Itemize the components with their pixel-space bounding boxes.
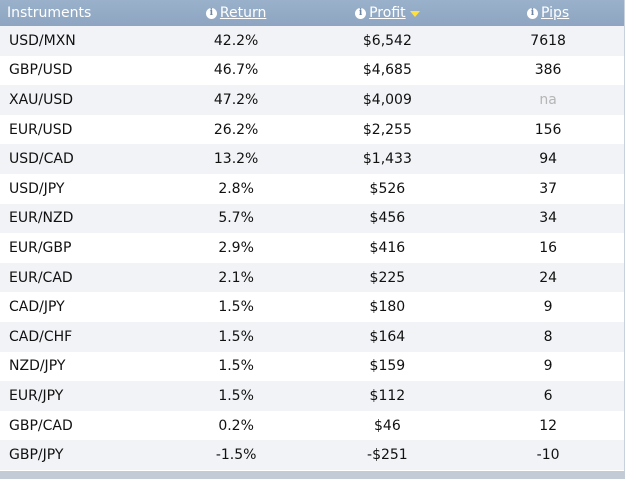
table-row: EUR/NZD 5.7% $456 34 (0, 203, 624, 234)
profit-cell: $6,542 (362, 32, 412, 49)
return-cell: 26.2% (213, 121, 259, 138)
table-row: NZD/JPY 1.5% $159 9 (0, 351, 624, 382)
return-cell: 13.2% (213, 151, 259, 168)
table-row: CAD/JPY 1.5% $180 9 (0, 292, 624, 322)
instrument-cell: EUR/JPY (9, 387, 64, 404)
sort-by-profit-link[interactable]: Profit (369, 5, 406, 21)
pips-cell: 156 (534, 121, 562, 138)
table-row: EUR/GBP 2.9% $416 16 (0, 233, 624, 263)
pips-cell: -10 (536, 447, 560, 464)
instrument-cell: XAU/USD (9, 91, 74, 108)
header-profit[interactable]: i Profit (303, 0, 473, 26)
profit-cell: $225 (369, 269, 406, 286)
pips-cell: 9 (543, 358, 553, 375)
pips-cell: 37 (539, 180, 558, 197)
profit-cell: $164 (369, 328, 406, 345)
instrument-cell: GBP/USD (9, 62, 73, 79)
profit-cell: $159 (369, 358, 406, 375)
header-instruments: Instruments (0, 0, 170, 26)
profit-cell: -$251 (367, 447, 408, 464)
return-cell: 1.5% (218, 387, 254, 404)
table-body: USD/MXN 42.2% $6,542 7618 GBP/USD 46.7% $4,685… (0, 26, 624, 470)
instrument-cell: GBP/CAD (9, 417, 73, 434)
table-row: USD/CAD 13.2% $1,433 94 (0, 144, 624, 174)
info-icon[interactable]: i (205, 7, 217, 19)
instrument-cell: EUR/GBP (9, 239, 72, 256)
table-row: EUR/USD 26.2% $2,255 156 (0, 114, 624, 145)
profit-cell: $112 (369, 387, 406, 404)
pips-cell: 16 (539, 239, 558, 256)
table-row: GBP/USD 46.7% $4,685 386 (0, 55, 624, 86)
pips-cell: 94 (539, 151, 558, 168)
pips-cell: 24 (539, 269, 558, 286)
return-cell: 46.7% (213, 62, 259, 79)
table-row: USD/MXN 42.2% $6,542 7618 (0, 26, 624, 56)
return-cell: 1.5% (218, 328, 254, 345)
sort-descending-icon (409, 11, 420, 17)
horizontal-scrollbar[interactable] (0, 471, 625, 479)
pips-cell: 386 (534, 62, 562, 79)
profit-cell: $4,009 (362, 91, 412, 108)
profit-cell: $46 (374, 417, 401, 434)
header-return[interactable]: i Return (170, 0, 303, 26)
table-row: XAU/USD 47.2% $4,009 na (0, 85, 624, 115)
table-row: GBP/CAD 0.2% $46 12 (0, 410, 624, 441)
return-cell: 0.2% (218, 417, 254, 434)
instrument-cell: CAD/CHF (9, 328, 73, 345)
profit-cell: $526 (369, 180, 406, 197)
pips-cell: 7618 (530, 32, 566, 49)
instrument-cell: EUR/USD (9, 121, 73, 138)
return-cell: 1.5% (218, 299, 254, 316)
profit-cell: $2,255 (362, 121, 412, 138)
header-pips[interactable]: i Pips (472, 0, 624, 26)
sort-by-return-link[interactable]: Return (219, 5, 267, 21)
profit-cell: $456 (369, 210, 406, 227)
table-row: EUR/CAD 2.1% $225 24 (0, 262, 624, 293)
profit-cell: $180 (369, 299, 406, 316)
instrument-cell: USD/CAD (9, 151, 74, 168)
pips-cell: 34 (539, 210, 558, 227)
return-cell: 47.2% (213, 91, 259, 108)
header-instruments-label: Instruments (7, 5, 92, 21)
return-cell: 5.7% (218, 210, 254, 227)
pips-cell: 12 (539, 417, 558, 434)
sort-by-pips-link[interactable]: Pips (541, 5, 570, 21)
table-header: Instruments i Return i Profit i Pips (0, 0, 624, 26)
instrument-cell: EUR/NZD (9, 210, 74, 227)
pips-cell: 8 (543, 328, 553, 345)
pips-cell: 9 (543, 299, 553, 316)
profit-cell: $4,685 (362, 62, 412, 79)
return-cell: -1.5% (215, 447, 257, 464)
return-cell: 2.1% (218, 269, 254, 286)
table-row: CAD/CHF 1.5% $164 8 (0, 321, 624, 352)
instrument-cell: NZD/JPY (9, 358, 66, 375)
instrument-cell: CAD/JPY (9, 299, 65, 316)
return-cell: 2.9% (218, 239, 254, 256)
return-cell: 2.8% (218, 180, 254, 197)
pips-cell: 6 (543, 387, 553, 404)
table-row: USD/JPY 2.8% $526 37 (0, 173, 624, 204)
pips-cell: na (539, 91, 557, 108)
profit-cell: $416 (369, 239, 406, 256)
instrument-cell: USD/MXN (9, 32, 76, 49)
instrument-cell: USD/JPY (9, 180, 65, 197)
info-icon[interactable]: i (527, 7, 538, 19)
info-icon[interactable]: i (355, 7, 367, 19)
instrument-cell: GBP/JPY (9, 447, 64, 464)
return-cell: 1.5% (218, 358, 254, 375)
table-row: GBP/JPY -1.5% -$251 -10 (0, 440, 624, 470)
profit-cell: $1,433 (362, 151, 412, 168)
instrument-cell: EUR/CAD (9, 269, 73, 286)
table-row: EUR/JPY 1.5% $112 6 (0, 381, 624, 411)
return-cell: 42.2% (213, 32, 259, 49)
